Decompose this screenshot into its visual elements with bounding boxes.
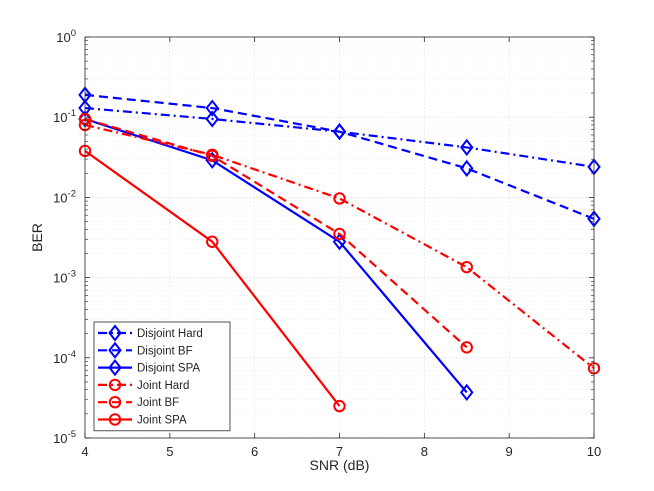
series-line-disjoint-bf [84, 93, 595, 220]
x-axis-label: SNR (dB) [310, 457, 370, 473]
data-point-disjoint-bf [332, 123, 347, 141]
legend-label: Joint SPA [137, 415, 187, 427]
legend-marker [108, 378, 122, 392]
data-point-disjoint-spa [332, 233, 347, 251]
x-tick-label: 9 [506, 444, 513, 459]
x-tick-label: 8 [421, 444, 428, 459]
legend-marker [108, 341, 122, 359]
x-tick-label: 4 [81, 444, 88, 459]
data-point-joint-hard [333, 192, 346, 205]
legend-entry-disjoint-spa: Disjoint SPA [98, 358, 200, 377]
legend-marker [108, 396, 122, 409]
y-tick-label: 10-3 [53, 269, 76, 286]
data-point-disjoint-bf [205, 99, 220, 117]
legend-entry-disjoint-hard: Disjoint Hard [98, 324, 203, 342]
ticks: 4 5 6 7 8 9 10 10-5 10-4 10-3 10-2 10-1 100 [53, 28, 601, 459]
legend-label: Disjoint BF [137, 345, 193, 357]
legend-label: Joint Hard [137, 380, 189, 392]
x-tick-label: 5 [166, 444, 173, 459]
data-point-disjoint-bf [459, 159, 474, 178]
data-point-disjoint-spa [459, 383, 474, 402]
data-point-joint-hard [460, 260, 473, 274]
legend: Disjoint Hard Disjoint BF Disjoint SPA Join… [93, 321, 231, 432]
y-tick-label: 10-1 [53, 108, 76, 125]
legend-marker [108, 324, 122, 342]
data-point-joint-bf [333, 227, 346, 241]
data-point-joint-spa [206, 235, 219, 248]
y-axis-label: BER [29, 223, 45, 252]
legend-entry-disjoint-bf: Disjoint BF [98, 341, 193, 359]
legend-label: Disjoint SPA [137, 363, 200, 375]
y-tick-label: 10-5 [53, 429, 76, 446]
legend-label: Disjoint Hard [137, 328, 203, 340]
x-tick-label: 6 [251, 444, 258, 459]
series-layer [78, 86, 601, 413]
legend-entry-joint-spa: Joint SPA [98, 413, 187, 427]
x-tick-label: 7 [336, 444, 343, 459]
data-point-disjoint-hard [459, 138, 474, 157]
legend-marker [108, 413, 122, 426]
series-line-joint-hard [84, 123, 595, 370]
legend-entry-joint-hard: Joint Hard [98, 378, 189, 392]
x-tick-label: 10 [587, 444, 601, 459]
data-point-joint-bf [460, 341, 473, 354]
series-joint-bf [78, 112, 473, 354]
legend-label: Joint BF [137, 397, 179, 409]
y-tick-label: 10-2 [53, 188, 76, 205]
data-point-joint-bf [206, 149, 219, 163]
y-tick-label: 100 [56, 28, 76, 45]
legend-entry-joint-bf: Joint BF [98, 396, 179, 409]
legend-box [93, 321, 231, 432]
data-point-disjoint-hard [205, 110, 220, 128]
legend-marker [108, 358, 122, 377]
y-tick-label: 10-4 [53, 349, 76, 366]
series-line-joint-bf [84, 117, 468, 349]
series-line-joint-spa [84, 150, 341, 407]
data-point-joint-spa [333, 399, 346, 413]
